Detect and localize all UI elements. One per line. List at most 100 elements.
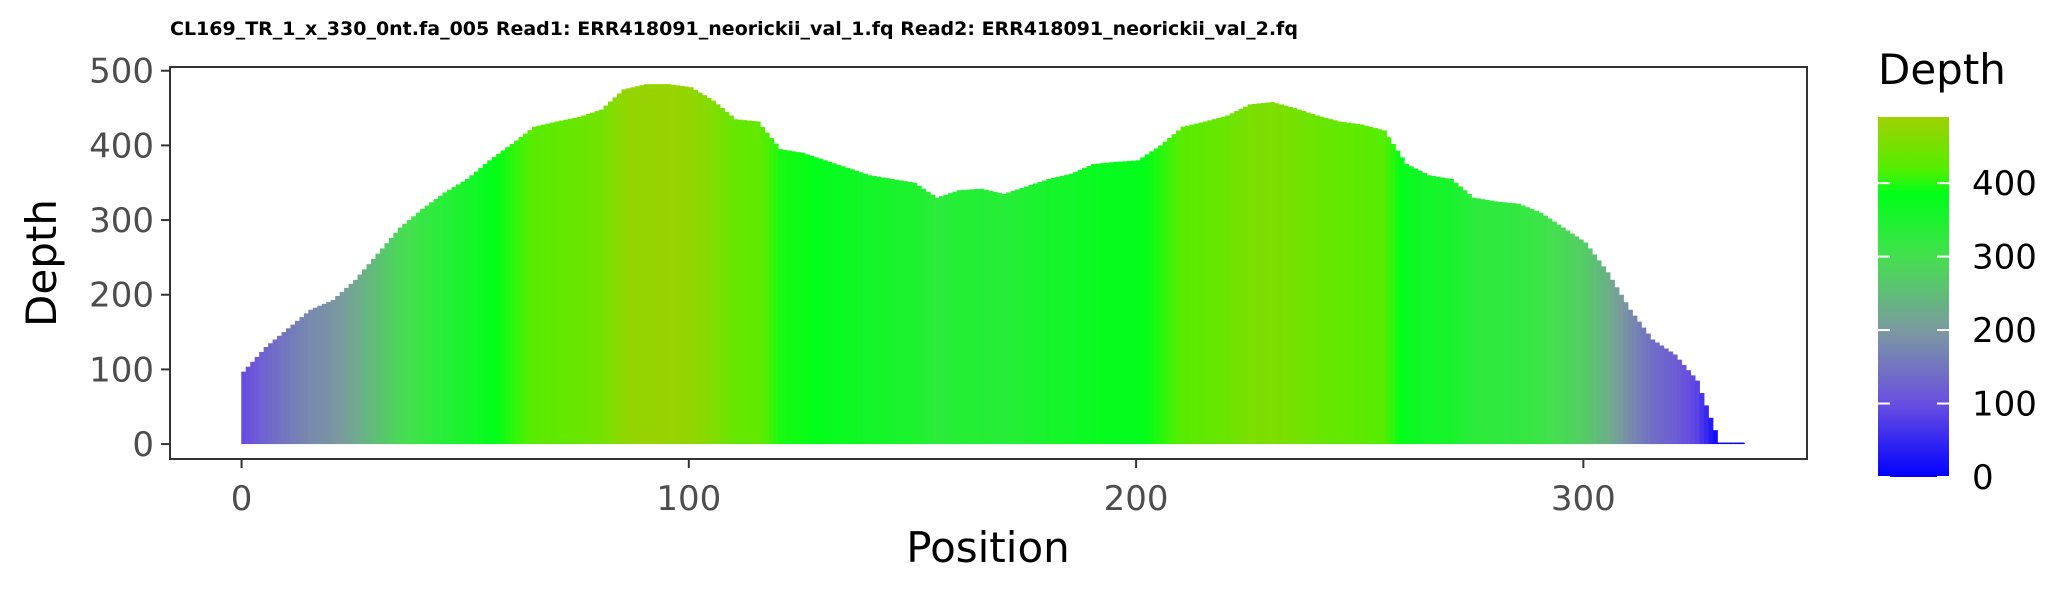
depth-bar	[277, 335, 283, 445]
depth-bar	[697, 92, 703, 445]
depth-bar	[567, 118, 573, 445]
depth-bar	[415, 212, 421, 445]
depth-bar	[970, 189, 976, 445]
depth-bar	[393, 232, 399, 445]
depth-bar	[1475, 198, 1481, 445]
depth-bar	[281, 332, 287, 445]
depth-bar	[925, 191, 931, 445]
depth-bar	[1538, 212, 1544, 445]
depth-bar	[1498, 201, 1504, 445]
depth-bar	[303, 313, 309, 445]
legend-colorbar	[1878, 117, 1949, 477]
depth-bar	[1158, 145, 1164, 445]
depth-bar	[1323, 117, 1329, 445]
depth-bar	[1408, 166, 1414, 445]
depth-bar	[1149, 151, 1155, 445]
depth-bar	[1511, 203, 1517, 445]
depth-bar	[1636, 321, 1642, 445]
depth-bar	[326, 301, 332, 445]
depth-bar	[1457, 186, 1463, 445]
depth-bar	[487, 160, 493, 445]
depth-bar	[742, 120, 748, 445]
depth-bar	[1341, 122, 1347, 445]
depth-bar	[652, 84, 658, 445]
depth-bar	[1363, 125, 1369, 445]
depth-bar	[889, 179, 895, 445]
depth-bar	[339, 291, 345, 445]
depth-bar	[509, 143, 515, 445]
depth-bar	[1623, 302, 1629, 445]
depth-bar	[1283, 105, 1289, 445]
depth-bar	[1278, 104, 1284, 445]
depth-bar	[1153, 148, 1159, 445]
depth-bar	[1350, 123, 1356, 445]
depth-bar	[491, 157, 497, 445]
depth-bar	[594, 111, 600, 445]
depth-bar	[545, 123, 551, 445]
depth-bar	[1354, 123, 1361, 445]
depth-bar	[1265, 102, 1271, 445]
depth-bar	[254, 356, 260, 445]
depth-bar	[898, 180, 904, 445]
depth-bar	[558, 120, 564, 445]
depth-bar	[366, 264, 372, 445]
depth-bar	[1001, 193, 1007, 445]
depth-bar	[1372, 128, 1378, 445]
depth-bar	[688, 87, 694, 445]
depth-bar	[1484, 199, 1490, 445]
depth-bar	[1059, 175, 1065, 445]
depth-bar	[1180, 126, 1186, 445]
depth-bar	[1659, 345, 1665, 445]
depth-bar	[804, 154, 810, 445]
depth-bar	[1739, 442, 1745, 445]
depth-bar	[482, 164, 488, 445]
depth-bar	[1386, 137, 1392, 445]
depth-bar	[1663, 348, 1669, 445]
depth-bar	[1627, 309, 1633, 445]
depth-bar	[1708, 417, 1714, 445]
depth-bar	[634, 86, 640, 445]
depth-bar	[1462, 190, 1468, 445]
depth-bar	[290, 324, 296, 445]
depth-bar	[1721, 442, 1727, 445]
depth-bar	[1672, 354, 1678, 445]
depth-bar	[1310, 114, 1316, 445]
depth-bar	[1010, 190, 1016, 445]
depth-bar	[1261, 102, 1267, 445]
depth-bar	[531, 126, 538, 445]
depth-bar	[809, 155, 815, 445]
depth-bar	[930, 194, 936, 445]
depth-bar	[1453, 182, 1459, 445]
depth-bar	[330, 299, 336, 445]
depth-bar	[527, 130, 533, 445]
depth-bar	[1346, 122, 1352, 445]
plot-border	[169, 66, 1808, 460]
depth-bar	[241, 371, 247, 445]
depth-bar	[268, 343, 274, 445]
y-tick-label: 500	[89, 52, 154, 92]
depth-bar	[1100, 163, 1106, 445]
depth-bar	[625, 88, 631, 445]
depth-bar	[1189, 124, 1195, 445]
depth-bar	[648, 84, 654, 445]
depth-bar	[1064, 174, 1070, 445]
depth-bar	[518, 137, 524, 445]
depth-bar	[827, 161, 833, 445]
depth-bar	[916, 185, 922, 445]
depth-bar	[728, 115, 734, 445]
depth-bar	[939, 196, 945, 445]
depth-bar	[379, 248, 385, 445]
depth-bar	[1618, 294, 1624, 445]
depth-bar	[1395, 150, 1401, 445]
depth-bar	[956, 190, 962, 445]
depth-bar	[1144, 154, 1150, 445]
depth-bar	[272, 339, 278, 445]
depth-bar	[777, 149, 784, 445]
depth-bar	[1592, 254, 1598, 445]
depth-bar	[1703, 405, 1709, 445]
depth-bar	[344, 287, 350, 445]
depth-bar	[1104, 162, 1110, 445]
depth-bar	[1269, 102, 1276, 445]
legend-tick-label: 100	[1972, 385, 2037, 425]
